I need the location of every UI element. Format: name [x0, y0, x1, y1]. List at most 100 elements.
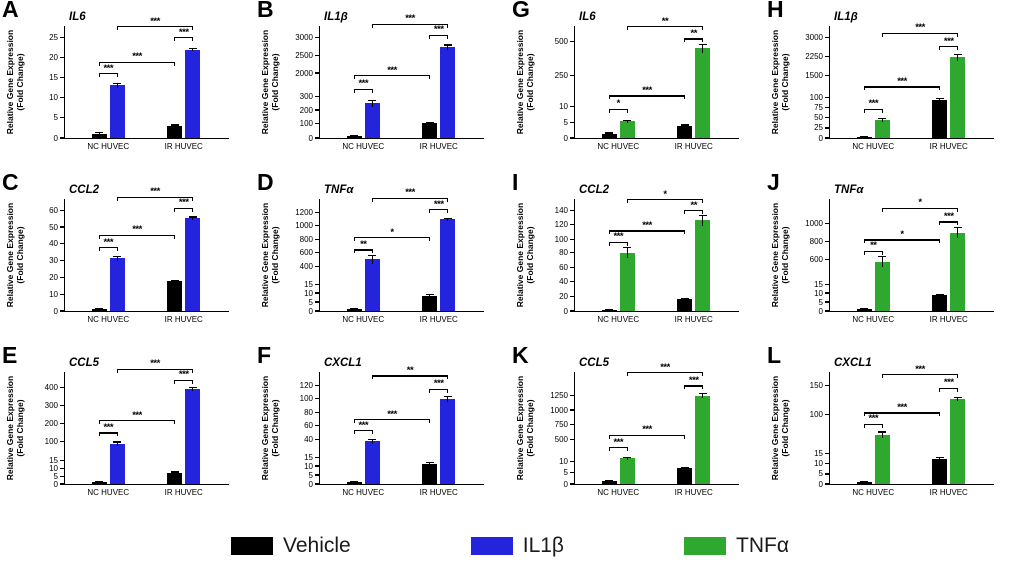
x-tick-label: NC HUVEC: [342, 488, 385, 497]
significance-stars: *: [918, 197, 922, 209]
y-tick-mark: [60, 422, 64, 425]
plot-area: [64, 199, 229, 312]
panel-letter-C: C: [2, 169, 19, 195]
significance-bracket-end: [192, 379, 194, 384]
significance-bracket-end: [192, 37, 194, 42]
panel-letter-K: K: [512, 342, 529, 368]
significance-bracket: [354, 237, 430, 239]
significance-bracket: [864, 250, 883, 252]
y-tick-label: 100: [809, 410, 823, 420]
y-tick-label: 5: [563, 117, 568, 127]
error-bar-cap: [95, 308, 104, 310]
significance-bracket-end: [116, 247, 118, 252]
error-bar-cap: [605, 132, 614, 134]
significance-stars: ***: [358, 419, 369, 431]
error-bar: [447, 217, 449, 221]
y-tick-mark: [315, 411, 319, 413]
error-bar: [881, 256, 883, 268]
bar-treatment-nc: [109, 443, 125, 484]
significance-stars: ***: [613, 436, 624, 448]
y-tick-mark: [315, 310, 319, 312]
y-tick-mark: [825, 463, 829, 465]
legend-item-tnfa: TNFα: [684, 534, 789, 558]
y-tick-mark: [825, 413, 829, 416]
significance-bracket-end: [116, 26, 118, 30]
error-bar: [702, 214, 704, 226]
significance-bracket-end: [429, 419, 431, 424]
panel-G: G Relative Gene Expression (Fold Change) 0…: [510, 0, 765, 173]
significance-stars: ***: [132, 409, 142, 421]
x-tick-label: NC HUVEC: [597, 315, 640, 324]
significance-bracket-end: [371, 375, 373, 380]
significance-bracket: [882, 374, 958, 376]
y-tick-label: 1000: [805, 219, 823, 229]
significance-bracket-end: [447, 197, 449, 202]
y-tick-mark: [825, 36, 829, 38]
significance-stars: ***: [613, 231, 624, 243]
significance-stars: ***: [405, 187, 415, 199]
y-tick-label: 1250: [550, 391, 568, 401]
y-tick-label: 60: [304, 421, 313, 431]
error-bar-cap: [368, 439, 377, 441]
y-tick-mark: [825, 74, 829, 76]
x-tick-label: IR HUVEC: [419, 142, 458, 151]
x-tick-label: NC HUVEC: [852, 488, 895, 497]
legend-label-vehicle: Vehicle: [283, 534, 351, 557]
significance-bracket-end: [192, 368, 194, 373]
panel-letter-D: D: [257, 169, 274, 195]
significance-bracket-end: [353, 237, 355, 242]
significance-bracket-end: [116, 432, 118, 437]
y-tick-mark: [825, 117, 829, 119]
y-tick-mark: [315, 301, 319, 303]
y-tick-label: 600: [299, 248, 313, 258]
y-tick-label: 80: [304, 407, 313, 417]
plot-area: [574, 199, 739, 312]
bar-vehicle-ir: [167, 125, 183, 138]
error-bar-cap: [95, 481, 104, 483]
y-tick-label: 150: [809, 380, 823, 390]
significance-stars: ***: [387, 64, 397, 76]
significance-bracket-end: [881, 374, 883, 379]
significance-stars: ***: [178, 26, 189, 38]
y-tick-mark: [60, 276, 64, 278]
significance-bracket-end: [98, 234, 100, 239]
y-tick-label: 60: [49, 205, 58, 215]
significance-stars: **: [690, 27, 698, 39]
bar-vehicle-nc: [856, 481, 872, 484]
significance-stars: ***: [943, 35, 954, 47]
panel-K: K Relative Gene Expression (Fold Change) 0…: [510, 342, 765, 519]
y-tick-label: 200: [44, 419, 58, 429]
significance-bracket: [939, 46, 958, 48]
significance-stars: ***: [943, 210, 954, 222]
y-axis-label: Relative Gene Expression (Fold Change): [260, 375, 280, 481]
y-tick-mark: [60, 243, 64, 245]
gene-title: IL6: [69, 11, 86, 23]
y-tick-label: 15: [304, 279, 313, 289]
error-bar: [371, 99, 373, 107]
y-tick-label: 0: [563, 306, 568, 316]
significance-bracket: [627, 26, 703, 28]
y-tick-label: 500: [554, 434, 568, 444]
y-tick-mark: [60, 226, 64, 228]
significance-bracket-end: [192, 196, 194, 201]
significance-bracket-end: [192, 207, 194, 212]
significance-bracket-end: [684, 210, 686, 215]
plot-area: [574, 26, 739, 139]
y-tick-mark: [570, 224, 574, 226]
y-tick-mark: [315, 483, 319, 485]
significance-bracket-end: [429, 237, 431, 242]
significance-stars: ***: [688, 374, 699, 386]
significance-bracket-end: [353, 249, 355, 254]
significance-bracket: [354, 249, 373, 251]
y-tick-mark: [570, 106, 574, 108]
plot-area: [319, 199, 484, 312]
bar-treatment-nc: [109, 85, 125, 138]
y-tick-label: 0: [53, 306, 58, 316]
significance-bracket-end: [939, 221, 941, 226]
bar-treatment-ir: [950, 398, 966, 484]
error-bar-cap: [623, 119, 632, 121]
y-tick-label: 2000: [295, 68, 313, 78]
significance-bracket: [354, 419, 430, 421]
y-tick-label: 200: [299, 105, 313, 115]
